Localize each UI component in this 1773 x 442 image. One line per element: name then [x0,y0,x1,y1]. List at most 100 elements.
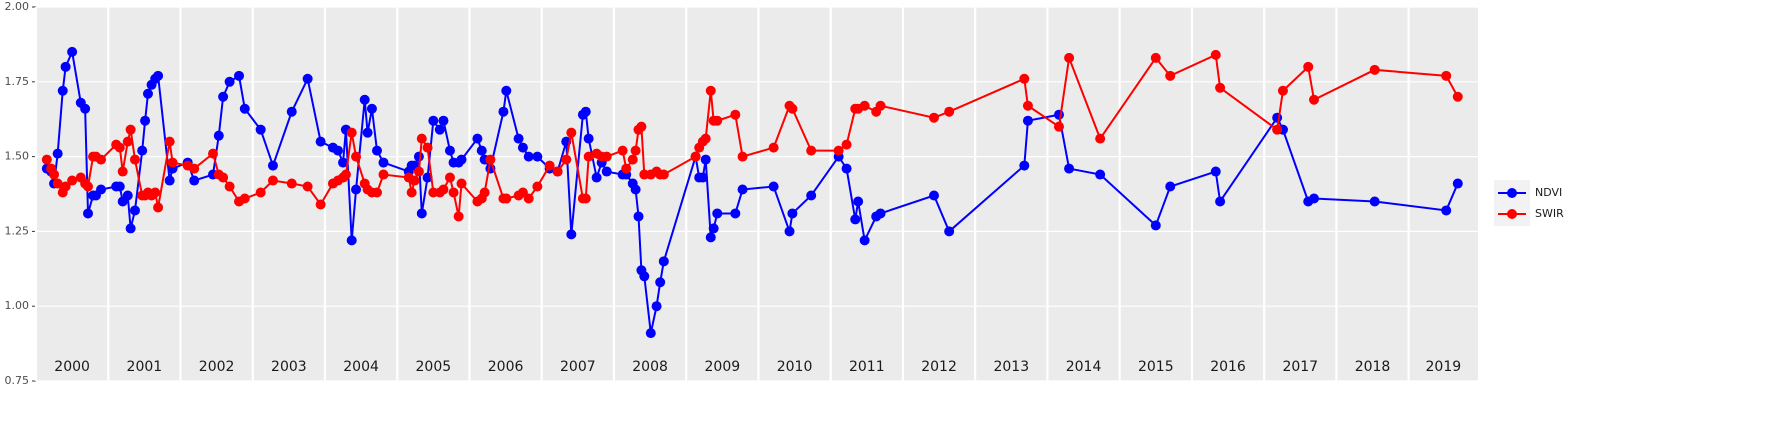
point [583,133,594,144]
point [1303,61,1314,72]
point [645,328,656,339]
point [239,193,250,204]
x-tick-label: 2014 [1066,359,1102,375]
point [234,70,245,81]
point [129,205,140,216]
point [302,73,313,84]
legend-key-point [1507,188,1517,198]
point [552,166,563,177]
point [49,169,60,180]
point [96,154,107,165]
point [239,103,250,114]
point [1150,52,1161,63]
x-tick-label: 2018 [1355,359,1391,375]
point [787,103,798,114]
point [371,145,382,156]
point [1022,100,1033,111]
point [580,106,591,117]
point [409,175,420,186]
point [787,208,798,219]
point [224,76,235,87]
point [346,235,357,246]
point [286,106,297,117]
point [267,160,278,171]
point [928,190,939,201]
point [639,271,650,282]
point [737,151,748,162]
point [833,145,844,156]
point [523,151,534,162]
point [658,169,669,180]
x-tick-label: 2011 [849,359,885,375]
point [561,154,572,165]
point [476,145,487,156]
x-tick-label: 2016 [1210,359,1246,375]
point [406,187,417,198]
point [601,166,612,177]
point [690,151,701,162]
point [438,184,449,195]
point [875,100,886,111]
x-tick-label: 2003 [271,359,307,375]
point [485,154,496,165]
point [332,145,343,156]
point [1064,52,1075,63]
point [416,208,427,219]
x-tick-label: 2002 [199,359,235,375]
point [41,154,52,165]
point [164,136,175,147]
point [630,184,641,195]
point [57,85,68,96]
point [708,223,719,234]
point [438,115,449,126]
point [627,154,638,165]
point [944,226,955,237]
point [1150,220,1161,231]
point [730,208,741,219]
legend-key-point [1507,209,1517,219]
point [591,172,602,183]
point [140,115,151,126]
point [456,154,467,165]
point [137,145,148,156]
x-tick-label: 2015 [1138,359,1174,375]
point [532,181,543,192]
point [1441,205,1452,216]
point [286,178,297,189]
point [371,187,382,198]
point [928,112,939,123]
point [60,181,71,192]
point [850,214,861,225]
point [114,181,125,192]
point [580,193,591,204]
point [1441,70,1452,81]
x-tick-label: 2019 [1426,359,1462,375]
point [52,178,63,189]
point [730,109,741,120]
point [60,61,71,72]
point [1452,91,1463,102]
point [697,172,708,183]
point [1277,85,1288,96]
point [1272,124,1283,135]
x-tick-label: 2008 [632,359,668,375]
point [255,187,266,198]
point [189,175,200,186]
point [224,181,235,192]
point [700,154,711,165]
point [501,85,512,96]
point [366,103,377,114]
point [1095,169,1106,180]
point [479,187,490,198]
point [1095,133,1106,144]
x-tick-label: 2012 [921,359,957,375]
point [1369,196,1380,207]
point [1165,70,1176,81]
point [768,181,779,192]
point [1369,64,1380,75]
point [501,193,512,204]
point [444,172,455,183]
point [806,190,817,201]
point [1309,193,1320,204]
